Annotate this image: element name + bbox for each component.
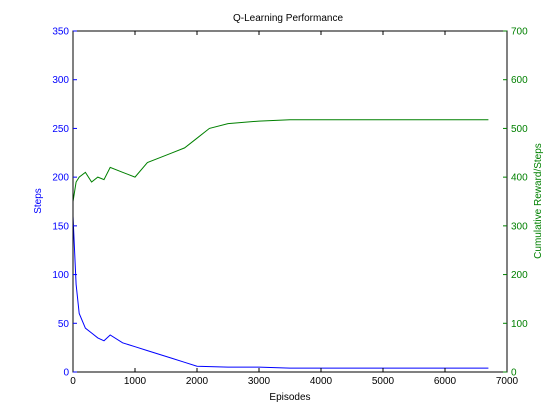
y-left-tick-label: 350 <box>52 27 69 38</box>
y-right-tick-label: 400 <box>511 173 528 184</box>
y-right-tick-label: 300 <box>511 221 528 232</box>
y-right-tick-label: 500 <box>511 124 528 135</box>
x-axis-label: Episodes <box>269 392 310 403</box>
chart-title: Q-Learning Performance <box>233 13 343 24</box>
y-left-tick-label: 0 <box>63 368 69 379</box>
y-axis-label-left: Steps <box>33 188 44 214</box>
y-right-tick-label: 600 <box>511 75 528 86</box>
plot-area <box>73 31 507 372</box>
ticks-layer: 0 1000 2000 3000 4000 5000 6000 700005010015020… <box>52 27 528 388</box>
x-tick-label: 1000 <box>124 376 147 387</box>
y-left-tick-label: 250 <box>52 124 69 135</box>
x-tick-label: 4000 <box>310 376 333 387</box>
x-tick-label: 3000 <box>248 376 271 387</box>
y-right-tick-label: 100 <box>511 319 528 330</box>
y-left-tick-label: 50 <box>58 319 70 330</box>
y-right-tick-label: 700 <box>511 27 528 38</box>
y-axis-label-right: Cumulative Reward/Steps <box>533 143 544 259</box>
x-tick-label: 2000 <box>186 376 209 387</box>
x-tick-label: 7000 <box>496 376 519 387</box>
y-right-tick-label: 0 <box>511 368 517 379</box>
y-left-tick-label: 300 <box>52 75 69 86</box>
series-line-cumulative-reward <box>72 119 489 202</box>
series-layer <box>72 119 489 369</box>
plot-frame <box>72 30 508 373</box>
y-left-tick-label: 100 <box>52 270 69 281</box>
x-tick-label: 5000 <box>372 376 395 387</box>
x-tick-label: 6000 <box>434 376 457 387</box>
series-line-steps <box>72 216 489 369</box>
y-right-tick-label: 200 <box>511 270 528 281</box>
y-left-tick-label: 150 <box>52 221 69 232</box>
x-tick-label: 0 <box>70 376 76 387</box>
y-left-tick-label: 200 <box>52 173 69 184</box>
